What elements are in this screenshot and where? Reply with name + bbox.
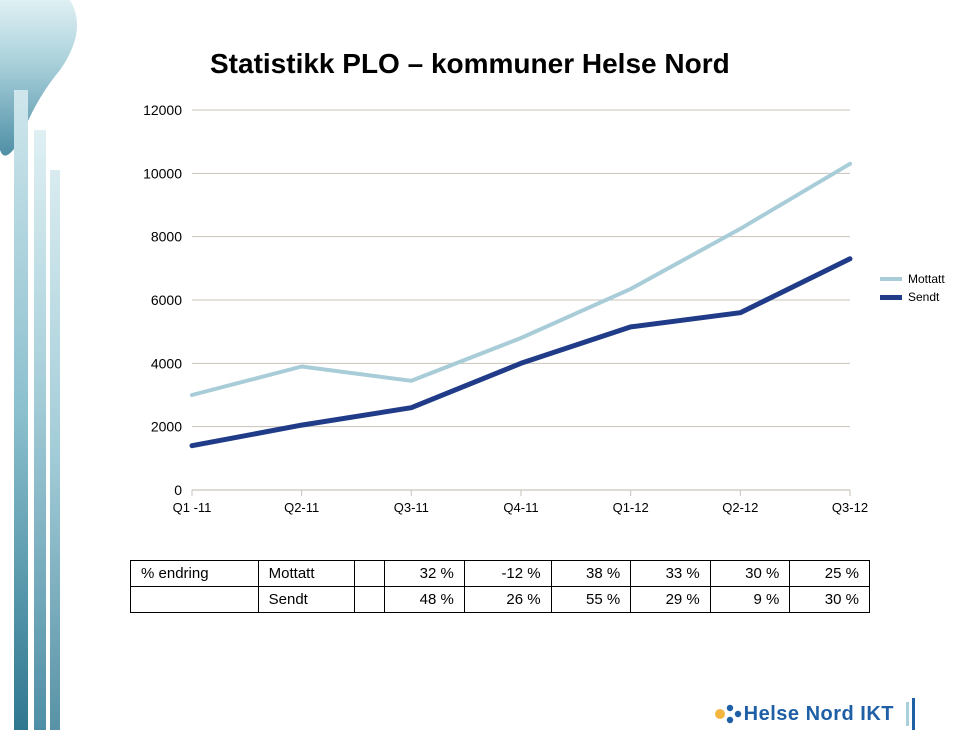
table-cell: 30 % — [710, 561, 790, 587]
x-tick-label: Q1 -11 — [173, 500, 212, 515]
table-cell — [355, 561, 385, 587]
x-tick-label: Q4-11 — [503, 500, 538, 515]
legend-label: Mottatt — [908, 272, 945, 286]
percent-change-table: % endringMottatt32 %-12 %38 %33 %30 %25 … — [130, 560, 870, 613]
y-tick-label: 0 — [174, 482, 182, 498]
table-cell — [355, 587, 385, 613]
legend-swatch — [880, 277, 902, 281]
y-tick-label: 10000 — [143, 165, 182, 181]
left-decor — [0, 0, 90, 754]
table-row: % endringMottatt 32 %-12 %38 %33 %30 %25 … — [131, 561, 870, 587]
x-tick-label: Q3-12 — [832, 500, 868, 515]
y-tick-label: 4000 — [151, 355, 182, 371]
x-tick-label: Q3-11 — [394, 500, 429, 515]
y-tick-label: 12000 — [143, 102, 182, 118]
series-mottatt — [192, 164, 850, 395]
table-cell: 25 % — [790, 561, 870, 587]
legend-swatch — [880, 295, 902, 300]
table-cell: 55 % — [551, 587, 631, 613]
table-group-header — [131, 587, 259, 613]
y-tick-label: 2000 — [151, 419, 182, 435]
chart-legend: Mottatt Sendt — [880, 272, 945, 308]
legend-item: Mottatt — [880, 272, 945, 286]
table-cell: 32 % — [385, 561, 465, 587]
x-tick-label: Q1-12 — [613, 500, 649, 515]
table-row-label: Sendt — [258, 587, 354, 613]
table-cell: 30 % — [790, 587, 870, 613]
x-tick-label: Q2-12 — [722, 500, 758, 515]
slide: Statistikk PLO – kommuner Helse Nord 0 20… — [0, 0, 960, 754]
series-sendt — [192, 259, 850, 446]
table-cell: 48 % — [385, 587, 465, 613]
table-cell: 26 % — [464, 587, 551, 613]
y-tick-label: 8000 — [151, 229, 182, 245]
logo-accent-icon — [904, 698, 924, 730]
table-cell: 33 % — [631, 561, 711, 587]
table-cell: -12 % — [464, 561, 551, 587]
legend-item: Sendt — [880, 290, 945, 304]
table-cell: 9 % — [710, 587, 790, 613]
table-group-header: % endring — [131, 561, 259, 587]
line-chart: 0 2000 4000 6000 8000 10000 12000 Q1 -11 Q2-11 Q3… — [130, 90, 870, 520]
table-row-label: Mottatt — [258, 561, 354, 587]
brand-logo: Helse Nord IKT — [712, 698, 924, 730]
table-row: Sendt 48 %26 %55 %29 %9 %30 % — [131, 587, 870, 613]
table-cell: 38 % — [551, 561, 631, 587]
table-cell: 29 % — [631, 587, 711, 613]
page-title: Statistikk PLO – kommuner Helse Nord — [210, 48, 730, 80]
legend-label: Sendt — [908, 290, 939, 304]
y-tick-label: 6000 — [151, 292, 182, 308]
x-tick-label: Q2-11 — [284, 500, 319, 515]
logo-icon — [712, 698, 744, 730]
logo-text: Helse Nord IKT — [744, 703, 894, 726]
